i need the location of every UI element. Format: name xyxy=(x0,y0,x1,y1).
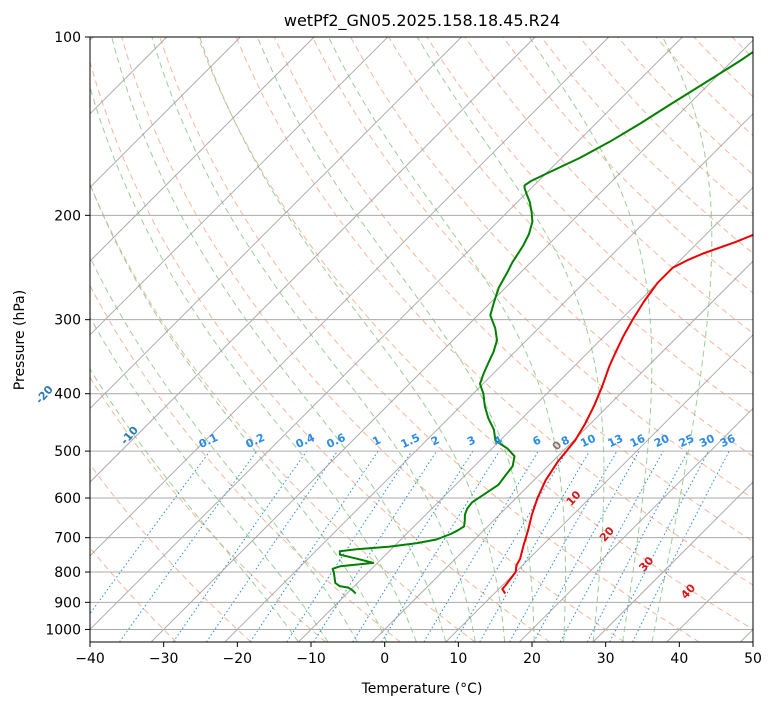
x-tick-label: 50 xyxy=(744,651,762,667)
dry-adiabat-line xyxy=(90,463,252,642)
isotherm-line xyxy=(592,481,753,642)
isotherm-line xyxy=(90,37,462,410)
mixing-ratio-label: 16 xyxy=(628,432,648,450)
y-tick-label: 700 xyxy=(54,531,81,547)
y-tick-label: 300 xyxy=(54,313,81,329)
mixing-ratio-line xyxy=(286,450,413,642)
dry-adiabat-line xyxy=(90,376,327,642)
moist-adiabat-line xyxy=(328,37,566,642)
moist-adiabat-line xyxy=(90,255,358,642)
mixing-ratio-line xyxy=(205,450,338,642)
mixing-ratio-line xyxy=(509,450,618,642)
mixing-ratio-line xyxy=(533,450,640,642)
moist-adiabat-line xyxy=(111,37,447,642)
mixing-ratio-label: 36 xyxy=(718,432,738,450)
y-tick-label: 100 xyxy=(54,30,81,46)
dry-adiabat-line xyxy=(273,37,753,543)
mixing-ratio-label: 25 xyxy=(677,432,696,450)
x-tick-label: 20 xyxy=(523,651,541,667)
isotherm-line xyxy=(224,113,753,642)
isotherm-line xyxy=(90,37,610,557)
mixing-ratio-label: 30 xyxy=(697,432,717,450)
moist-adiabat-line xyxy=(90,182,388,642)
x-tick-label: 40 xyxy=(670,651,688,667)
moist-adiabat-line xyxy=(90,85,417,642)
mixing-ratio-label: 20 xyxy=(652,432,672,450)
mixing-ratio-line xyxy=(249,450,379,642)
isotherm-line xyxy=(445,334,753,642)
x-tick-label: 30 xyxy=(597,651,615,667)
isotherm-line xyxy=(90,37,389,336)
mixing-ratio-line xyxy=(352,450,474,642)
x-tick-label: −10 xyxy=(296,651,326,667)
chart-title: wetPf2_GN05.2025.158.18.45.R24 xyxy=(284,11,560,31)
moist-adiabat-line xyxy=(528,37,653,642)
dry-adiabat-line xyxy=(90,60,551,642)
dry-adiabat-line xyxy=(235,37,753,586)
mixing-ratio-label: 10 xyxy=(578,432,598,450)
mixing-ratio-line xyxy=(632,450,730,642)
axis-ticks: -100-90-80-70-60-50-40-30-20-10010203040… xyxy=(33,30,762,667)
plot-area xyxy=(90,37,753,642)
dry-adiabat-line xyxy=(121,37,625,642)
mixing-ratio-label: 13 xyxy=(606,432,625,450)
x-tick-label: 10 xyxy=(449,651,467,667)
isotherm-line xyxy=(298,186,753,642)
x-tick-label: 0 xyxy=(380,651,389,667)
y-axis-label: Pressure (hPa) xyxy=(12,290,28,390)
isotherm-line xyxy=(90,37,536,483)
dry-adiabat-line xyxy=(311,37,753,500)
y-tick-label: 200 xyxy=(54,208,81,224)
dry-adiabat-line xyxy=(502,37,753,294)
y-tick-label: 800 xyxy=(54,565,81,581)
isotherm-line xyxy=(519,407,753,642)
dewpoint-trace xyxy=(331,50,753,595)
moist-adiabat-line xyxy=(199,37,506,642)
isotherm-line xyxy=(150,39,753,642)
plot-frame xyxy=(89,36,754,643)
x-tick-label: −20 xyxy=(223,651,253,667)
isotherm-line xyxy=(90,37,241,189)
moist-adiabat-line xyxy=(651,37,713,642)
dry-adiabat-line xyxy=(159,37,700,642)
y-tick-label: 400 xyxy=(54,387,81,403)
dry-adiabat-line xyxy=(197,37,753,630)
temperature-trace xyxy=(501,233,753,595)
x-tick-label: −40 xyxy=(75,651,105,667)
y-tick-label: 600 xyxy=(54,491,81,507)
y-tick-label: 900 xyxy=(54,595,81,611)
isotherm-line xyxy=(371,260,753,642)
moist-adiabat-line xyxy=(151,37,476,642)
mixing-ratio-line xyxy=(381,450,500,642)
mixing-ratio-line xyxy=(90,450,211,615)
isotherm-line xyxy=(90,37,683,631)
moist-adiabat-line xyxy=(90,316,329,642)
x-axis-label: Temperature (°C) xyxy=(361,681,483,697)
mixing-ratio-line xyxy=(559,450,664,642)
moist-adiabat-line xyxy=(256,37,535,642)
isotherm-line xyxy=(90,37,315,262)
mixing-ratio-line xyxy=(119,450,258,642)
y-tick-label: 1000 xyxy=(45,622,81,638)
mixing-ratio-line xyxy=(172,450,308,642)
moist-adiabat-line xyxy=(416,37,605,642)
y-tick-label: 500 xyxy=(54,444,81,460)
x-tick-label: −30 xyxy=(149,651,179,667)
